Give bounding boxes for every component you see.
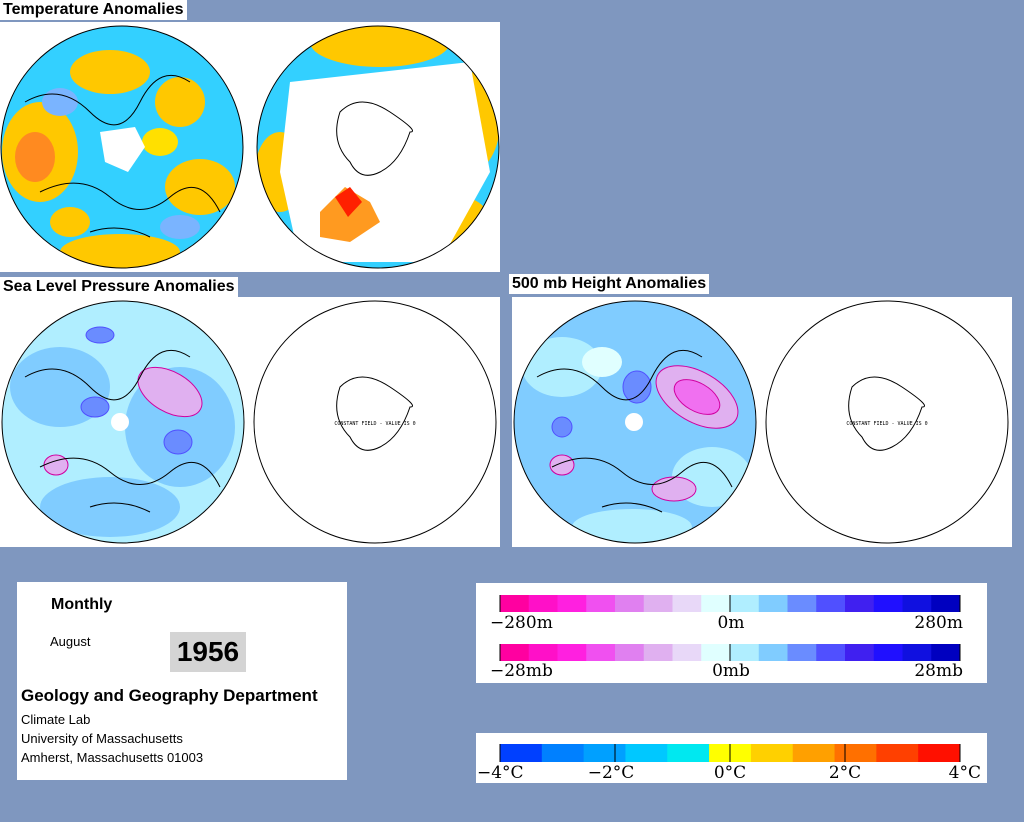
barP-swatch-1 xyxy=(528,644,558,661)
year-label: 1956 xyxy=(170,632,246,672)
temperature-scale: −4°C −2°C 0°C 2°C 4°C xyxy=(477,744,981,783)
barP-swatch-0 xyxy=(500,644,530,661)
pressure-scale-min: −28mb xyxy=(490,661,553,681)
barT-swatch-3 xyxy=(625,744,668,762)
pressure-scale-mid: 0mb xyxy=(712,661,750,681)
temperature-color-bar xyxy=(499,744,961,762)
temperature-title: Temperature Anomalies xyxy=(0,0,187,20)
barP-swatch-7 xyxy=(701,644,731,661)
barT-swatch-0 xyxy=(500,744,543,762)
lab-label: Climate Lab xyxy=(21,712,91,727)
barT-swatch-6 xyxy=(750,744,794,762)
barH-swatch-6 xyxy=(672,595,702,612)
temp-scale-label-2: 0°C xyxy=(714,763,746,783)
temp-scale-label-0: −4°C xyxy=(477,763,524,783)
slp-north-map xyxy=(2,301,244,543)
slp-south-map: CONSTANT FIELD - VALUE IS 0 xyxy=(253,300,497,544)
barH-swatch-4 xyxy=(615,595,645,612)
barH-swatch-1 xyxy=(528,595,558,612)
barH-swatch-13 xyxy=(873,595,903,612)
height-scale-max: 280m xyxy=(914,613,963,633)
barT-swatch-10 xyxy=(918,744,961,762)
barH-swatch-12 xyxy=(845,595,875,612)
slp-constant-field-label: CONSTANT FIELD - VALUE IS 0 xyxy=(334,421,415,427)
period-label: Monthly xyxy=(51,596,113,613)
temperature-south-map xyxy=(257,26,499,268)
barP-swatch-2 xyxy=(557,644,587,661)
barP-swatch-11 xyxy=(816,644,846,661)
height500-constant-field-label: CONSTANT FIELD - VALUE IS 0 xyxy=(846,421,927,427)
info-box: Monthly August 1956 Geology and Geograph… xyxy=(17,582,347,780)
temperature-maps xyxy=(0,25,500,269)
slp-maps-panel: CONSTANT FIELD - VALUE IS 0 xyxy=(0,297,500,547)
barH-swatch-5 xyxy=(643,595,673,612)
height-color-bar xyxy=(499,595,961,612)
barH-swatch-11 xyxy=(816,595,846,612)
height500-maps: CONSTANT FIELD - VALUE IS 0 xyxy=(513,300,1009,544)
slp-maps: CONSTANT FIELD - VALUE IS 0 xyxy=(1,300,497,544)
barP-swatch-3 xyxy=(586,644,616,661)
barH-swatch-15 xyxy=(931,595,961,612)
temperature-maps-panel xyxy=(0,22,500,272)
height-pressure-scales: −280m 0m 280m −28mb 0mb 28mb xyxy=(490,595,963,681)
height500-north-map xyxy=(514,301,756,543)
department-label: Geology and Geography Department xyxy=(21,686,318,705)
height-scale-mid: 0m xyxy=(718,613,745,633)
height500-south-map: CONSTANT FIELD - VALUE IS 0 xyxy=(765,300,1009,544)
barH-swatch-9 xyxy=(758,595,788,612)
pressure-color-bar xyxy=(499,644,961,661)
barT-swatch-1 xyxy=(541,744,585,762)
barH-swatch-0 xyxy=(500,595,530,612)
barH-swatch-7 xyxy=(701,595,731,612)
slp-title: Sea Level Pressure Anomalies xyxy=(0,277,238,297)
temp-scale-label-1: −2°C xyxy=(588,763,635,783)
pressure-scale-max: 28mb xyxy=(914,661,963,681)
barH-swatch-3 xyxy=(586,595,616,612)
barP-swatch-14 xyxy=(902,644,932,661)
barH-swatch-8 xyxy=(730,595,760,612)
address-label: Amherst, Massachusetts 01003 xyxy=(21,750,204,765)
height-scale-min: −280m xyxy=(490,613,553,633)
barT-swatch-9 xyxy=(876,744,919,762)
barT-swatch-8 xyxy=(834,744,877,762)
barP-swatch-12 xyxy=(845,644,875,661)
university-label: University of Massachusetts xyxy=(21,731,183,746)
height500-maps-panel: CONSTANT FIELD - VALUE IS 0 xyxy=(512,297,1012,547)
barH-swatch-10 xyxy=(787,595,817,612)
barP-swatch-9 xyxy=(758,644,788,661)
barT-swatch-2 xyxy=(583,744,626,762)
barP-swatch-4 xyxy=(615,644,645,661)
barP-swatch-15 xyxy=(931,644,961,661)
barP-swatch-8 xyxy=(730,644,760,661)
barT-swatch-7 xyxy=(792,744,836,762)
temperature-scale-panel: −4°C −2°C 0°C 2°C 4°C xyxy=(476,733,987,783)
barP-swatch-6 xyxy=(672,644,702,661)
height-pressure-scale-panel: −280m 0m 280m −28mb 0mb 28mb xyxy=(476,583,987,683)
height500-title: 500 mb Height Anomalies xyxy=(509,274,710,294)
barP-swatch-5 xyxy=(643,644,673,661)
barP-swatch-10 xyxy=(787,644,817,661)
temperature-north-map xyxy=(1,26,243,268)
barH-swatch-2 xyxy=(557,595,587,612)
barP-swatch-13 xyxy=(873,644,903,661)
temp-scale-label-3: 2°C xyxy=(829,763,861,783)
barT-swatch-4 xyxy=(667,744,710,762)
barH-swatch-14 xyxy=(902,595,932,612)
month-label: August xyxy=(50,634,91,649)
temp-scale-label-4: 4°C xyxy=(949,763,981,783)
